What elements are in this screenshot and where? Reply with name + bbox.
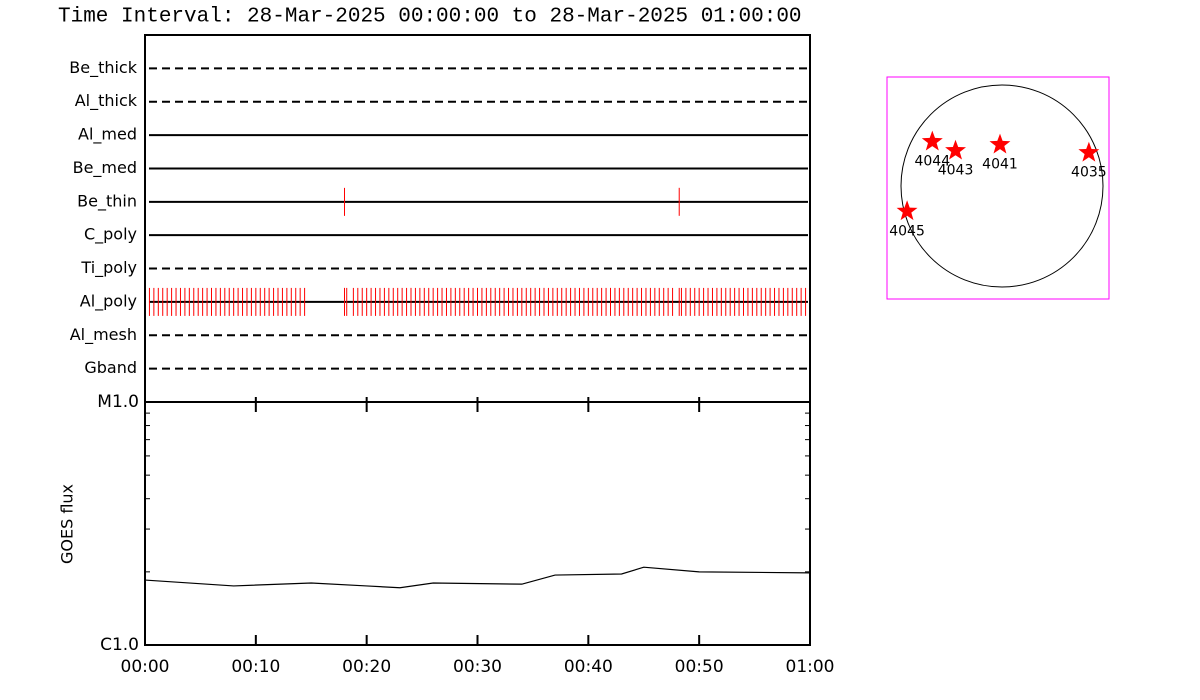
y-axis-label: GOES flux xyxy=(58,484,77,564)
x-tick-label: 01:00 xyxy=(786,657,835,677)
y-tick-label: C1.0 xyxy=(100,635,139,655)
filter-label: Al_med xyxy=(78,125,137,145)
filter-label: Be_thick xyxy=(69,58,137,78)
active-region-star xyxy=(1078,141,1100,162)
goes-panel-frame xyxy=(144,401,811,646)
x-tick-label: 00:00 xyxy=(121,657,170,677)
disk-frame xyxy=(886,76,1110,300)
active-region-label: 4043 xyxy=(938,163,974,179)
active-region-label: 4045 xyxy=(889,223,925,239)
x-tick-label: 00:40 xyxy=(564,657,613,677)
active-region-star xyxy=(921,130,943,151)
chart-title: Time Interval: 28-Mar-2025 00:00:00 to 2… xyxy=(58,6,802,29)
x-tick-label: 00:20 xyxy=(342,657,391,677)
y-tick-label: M1.0 xyxy=(97,392,139,412)
goes-flux-line xyxy=(144,566,811,589)
active-region-label: 4044 xyxy=(914,154,950,170)
filter-label: Al_mesh xyxy=(70,325,137,345)
filter-label: Be_thin xyxy=(77,191,137,211)
filter-label: Gband xyxy=(84,358,137,377)
filter-label: C_poly xyxy=(84,225,137,245)
active-region-star xyxy=(896,200,918,221)
x-tick-label: 00:50 xyxy=(675,657,724,677)
filter-label: Al_thick xyxy=(75,91,138,111)
active-region-label: 4035 xyxy=(1071,165,1107,181)
active-region-star xyxy=(989,133,1011,154)
x-tick-label: 00:30 xyxy=(453,657,502,677)
active-region-label: 4041 xyxy=(982,157,1018,173)
solar-limb xyxy=(900,84,1104,288)
filter-panel-frame xyxy=(144,34,811,403)
x-tick-label: 00:10 xyxy=(231,657,280,677)
filter-label: Be_med xyxy=(73,158,137,178)
filter-label: Al_poly xyxy=(80,291,137,311)
active-region-star xyxy=(945,139,966,160)
filter-label: Ti_poly xyxy=(80,258,137,278)
